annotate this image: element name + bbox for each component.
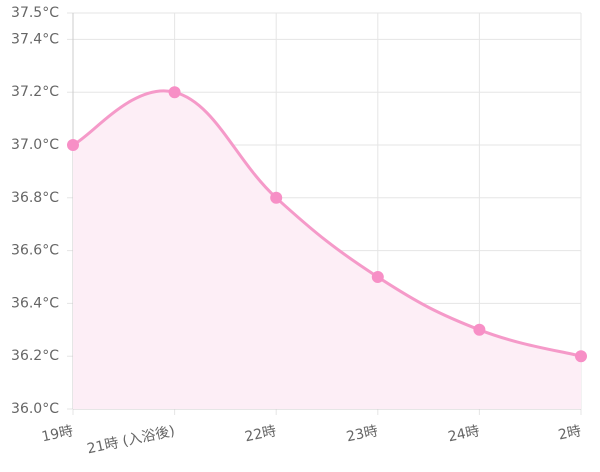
point (575, 350, 587, 363)
point (473, 323, 486, 336)
y-tick-label: 37.2°C (11, 84, 59, 100)
x-tick-label: 2時 (557, 423, 583, 443)
point (67, 139, 79, 151)
point (168, 86, 181, 99)
point (371, 271, 384, 283)
y-tick-label: 36.2°C (11, 348, 59, 364)
x-tick-label: 21時 (入浴後) (86, 423, 177, 457)
point (270, 191, 283, 204)
y-tick-label: 36.6°C (11, 243, 59, 259)
x-tick-label: 22時 (243, 423, 277, 445)
area (73, 90, 581, 409)
y-tick-label: 37.4°C (11, 31, 59, 47)
x-tick-label: 19時 (40, 423, 74, 445)
y-tick-label: 37.0°C (11, 137, 59, 153)
y-tick-label: 36.0°C (11, 401, 59, 417)
x-tick-label: 24時 (447, 423, 481, 445)
y-tick-label: 36.4°C (11, 295, 59, 311)
y-tick-label: 36.8°C (11, 190, 59, 206)
y-tick-label: 37.5°C (11, 5, 59, 21)
x-tick-label: 23時 (345, 423, 379, 445)
